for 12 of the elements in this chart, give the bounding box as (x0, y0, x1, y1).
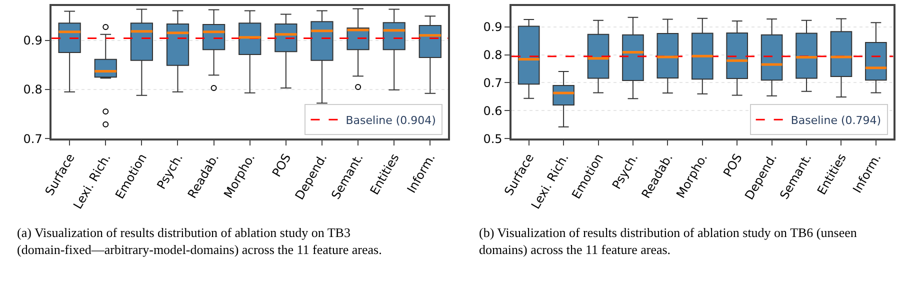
text: (a) Visualization of results distribution of ablation study on TB3 (domain-fixed—arbitrary-model-domains) across the 11 feature areas. (17, 225, 382, 257)
text: (b) Visualization of results distribution of ablation study on TB6 (unseen domains) across the 11 feature areas. (479, 225, 858, 257)
y-tick-label: 0.5 (483, 132, 502, 146)
y-tick-label: 0.8 (23, 82, 42, 97)
y-tick-label: 0.8 (483, 48, 502, 62)
y-tick-label: 0.6 (483, 104, 502, 118)
y-tick-label: 0.7 (483, 76, 502, 90)
legend-label: Baseline (0.904) (346, 114, 436, 127)
y-tick-label: 0.7 (23, 132, 42, 146)
y-tick-label: 0.9 (23, 33, 42, 48)
y-tick-label: 0.9 (483, 20, 502, 34)
legend-label: Baseline (0.794) (790, 114, 882, 127)
